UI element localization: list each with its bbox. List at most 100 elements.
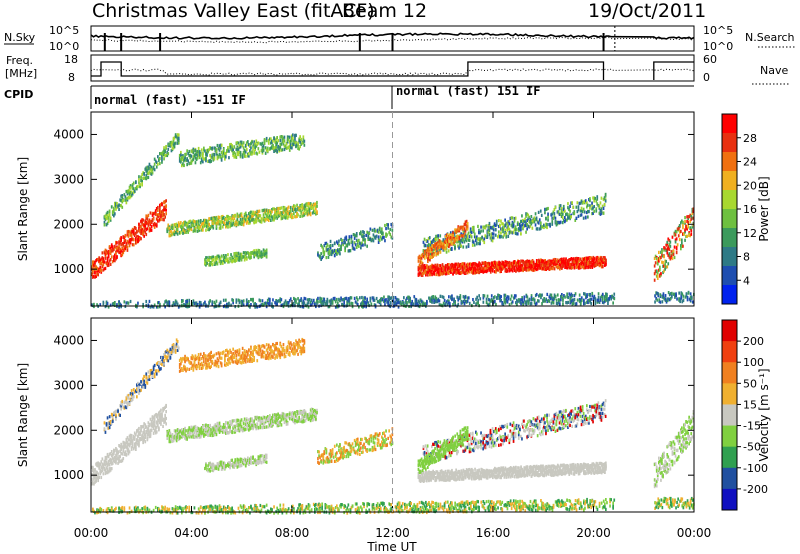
- range-cell: [257, 147, 260, 151]
- range-cell: [176, 302, 179, 306]
- range-cell: [271, 208, 273, 212]
- range-cell: [209, 225, 211, 229]
- range-cell: [212, 258, 215, 262]
- range-cell: [431, 300, 433, 304]
- range-cell: [219, 143, 222, 147]
- range-cell: [120, 238, 122, 242]
- range-cell: [435, 272, 438, 277]
- range-cell: [505, 232, 508, 236]
- range-cell: [261, 145, 264, 149]
- range-cell: [664, 262, 666, 266]
- range-cell: [206, 256, 208, 260]
- range-cell: [429, 273, 431, 277]
- range-cell: [504, 260, 507, 264]
- range-cell: [114, 255, 116, 259]
- range-cell: [239, 254, 242, 258]
- range-cell: [254, 253, 256, 257]
- range-cell: [417, 273, 420, 277]
- range-cell: [222, 220, 225, 224]
- range-cell: [278, 207, 281, 211]
- range-cell: [285, 209, 288, 213]
- range-cell: [438, 299, 441, 303]
- range-cell: [530, 302, 533, 306]
- range-cell: [94, 268, 96, 272]
- range-cell: [186, 300, 188, 304]
- range-cell: [245, 221, 248, 225]
- range-cell: [129, 184, 132, 188]
- range-cell: [215, 259, 218, 263]
- range-cell: [102, 260, 105, 264]
- range-cell: [127, 196, 130, 200]
- range-cell: [341, 238, 343, 243]
- range-cell: [378, 238, 381, 242]
- range-cell: [302, 213, 305, 218]
- range-cell: [587, 203, 589, 207]
- range-cell: [476, 295, 478, 299]
- range-cell: [496, 261, 498, 265]
- range-cell: [214, 217, 217, 221]
- range-cell: [91, 272, 93, 276]
- range-cell: [265, 139, 268, 143]
- range-cell: [684, 216, 686, 220]
- range-cell: [108, 214, 111, 218]
- noise-strip: N.Sky 10^5 10^0 10^5 10^0 N.Search: [4, 24, 796, 53]
- range-cell: [123, 245, 126, 249]
- range-cell: [425, 271, 427, 275]
- range-cell: [528, 297, 531, 301]
- range-cell: [219, 220, 222, 224]
- range-cell: [120, 199, 122, 203]
- range-cell: [92, 260, 94, 264]
- range-cell: [244, 256, 247, 260]
- range-cell: [183, 230, 185, 235]
- range-cell: [92, 274, 94, 278]
- range-cell: [421, 272, 424, 276]
- range-cell: [157, 162, 159, 166]
- range-cell: [293, 212, 295, 216]
- range-cell: [239, 217, 242, 221]
- range-cell: [162, 209, 164, 213]
- range-cell: [243, 216, 246, 220]
- range-cell: [430, 269, 432, 273]
- range-cell: [187, 159, 189, 163]
- range-cell: [267, 138, 270, 142]
- range-cell: [198, 155, 201, 160]
- range-cell: [218, 216, 221, 220]
- range-cell: [348, 249, 351, 253]
- range-cell: [553, 212, 556, 216]
- range-cell: [550, 293, 553, 297]
- range-cell: [219, 155, 222, 159]
- range-cell: [587, 215, 589, 219]
- range-cell: [161, 203, 163, 207]
- range-cell: [296, 211, 298, 215]
- range-cell: [150, 170, 153, 174]
- range-cell: [204, 221, 206, 225]
- range-cell: [182, 231, 184, 235]
- range-cell: [216, 254, 219, 258]
- range-cell: [327, 247, 330, 251]
- range-cell: [214, 258, 217, 262]
- range-cell: [213, 220, 216, 224]
- range-cell: [141, 218, 143, 222]
- range-cell: [249, 256, 251, 260]
- range-cell: [430, 265, 432, 269]
- range-cell: [336, 252, 338, 256]
- range-cell: [163, 212, 165, 217]
- range-cell: [593, 205, 595, 209]
- range-cell: [215, 255, 218, 259]
- range-cell: [330, 249, 333, 254]
- range-cell: [473, 267, 475, 271]
- range-cell: [582, 216, 585, 220]
- range-cell: [292, 208, 294, 212]
- range-cell: [106, 259, 109, 263]
- range-cell: [373, 235, 376, 239]
- range-cell: [272, 216, 274, 220]
- range-cell: [169, 141, 172, 145]
- range-cell: [273, 207, 275, 211]
- range-cell: [159, 162, 161, 166]
- range-cell: [369, 296, 372, 300]
- range-cell: [121, 196, 124, 201]
- range-cell: [148, 299, 151, 303]
- range-cell: [494, 265, 496, 270]
- range-cell: [185, 159, 187, 163]
- range-cell: [488, 302, 491, 306]
